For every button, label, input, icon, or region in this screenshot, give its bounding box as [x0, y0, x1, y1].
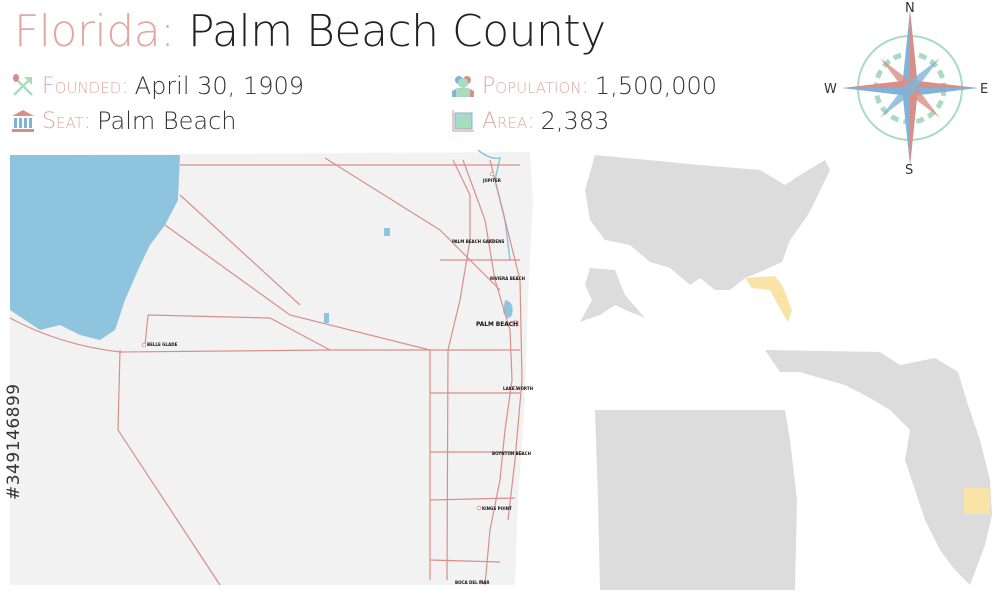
county-outline-shape: [595, 410, 797, 590]
population-fact: Population: 1,500,000: [450, 72, 717, 100]
palm-beach-county-highlight: [964, 488, 990, 514]
founded-fact: Founded: April 30, 1909: [10, 72, 304, 100]
state-name: Florida:: [14, 6, 175, 57]
seat-fact: Seat: Palm Beach: [10, 107, 237, 135]
people-icon: [452, 76, 474, 97]
area-label: Area:: [482, 108, 535, 134]
shovel-pickaxe-icon: [13, 74, 33, 96]
city-label-boca-del-mar: Boca Del Mar: [455, 580, 490, 586]
population-label: Population:: [482, 73, 589, 99]
florida-shape: [765, 350, 992, 585]
city-label-lake-worth: Lake Worth: [503, 386, 534, 392]
population-value: 1,500,000: [594, 72, 718, 100]
florida-highlight: [745, 276, 792, 322]
city-markers: [141, 171, 523, 585]
founded-value: April 30, 1909: [134, 72, 305, 100]
compass-west: W: [824, 82, 837, 97]
roads: [9, 157, 523, 586]
city-label-riviera-beach: Riviera Beach: [490, 276, 526, 282]
lake-okeechobee: [10, 155, 180, 340]
compass-south: S: [905, 163, 913, 178]
area-value: 2,383: [540, 107, 610, 135]
city-label-kings-point: Kings Point: [482, 506, 512, 512]
small-lake: [384, 228, 390, 236]
seat-value: Palm Beach: [97, 107, 237, 135]
founded-label: Founded:: [42, 73, 129, 99]
compass-north: N: [905, 1, 915, 16]
county-name: Palm Beach County: [187, 6, 606, 57]
county-detail-map: Jupiter Palm Beach Gardens Riviera Beach…: [9, 149, 534, 586]
loxahatchee-river: [477, 149, 511, 261]
city-label-belle-glade: Belle Glade: [147, 342, 178, 348]
courthouse-icon: [12, 110, 34, 132]
usa-locator-map: [580, 155, 830, 322]
small-lake: [324, 313, 329, 323]
city-label-boynton-beach: Boynton Beach: [492, 451, 532, 457]
city-label-jupiter: Jupiter: [482, 178, 502, 184]
area-fact: Area: 2,383: [450, 107, 609, 135]
stock-image-id: #349146899: [4, 383, 24, 500]
florida-locator-map: [765, 350, 992, 585]
page-title: Florida: Palm Beach County: [14, 6, 606, 57]
usa-shape: [585, 155, 830, 290]
compass-east: E: [980, 82, 988, 97]
city-label-palm-beach-gardens: Palm Beach Gardens: [452, 239, 505, 245]
city-label-palm-beach: Palm Beach: [476, 320, 518, 328]
compass-rose-icon: N E S W: [824, 1, 988, 178]
alaska-shape: [580, 268, 645, 322]
lake-shore: [90, 285, 110, 330]
seat-label: Seat:: [42, 108, 92, 134]
area-square-icon: [452, 110, 474, 132]
